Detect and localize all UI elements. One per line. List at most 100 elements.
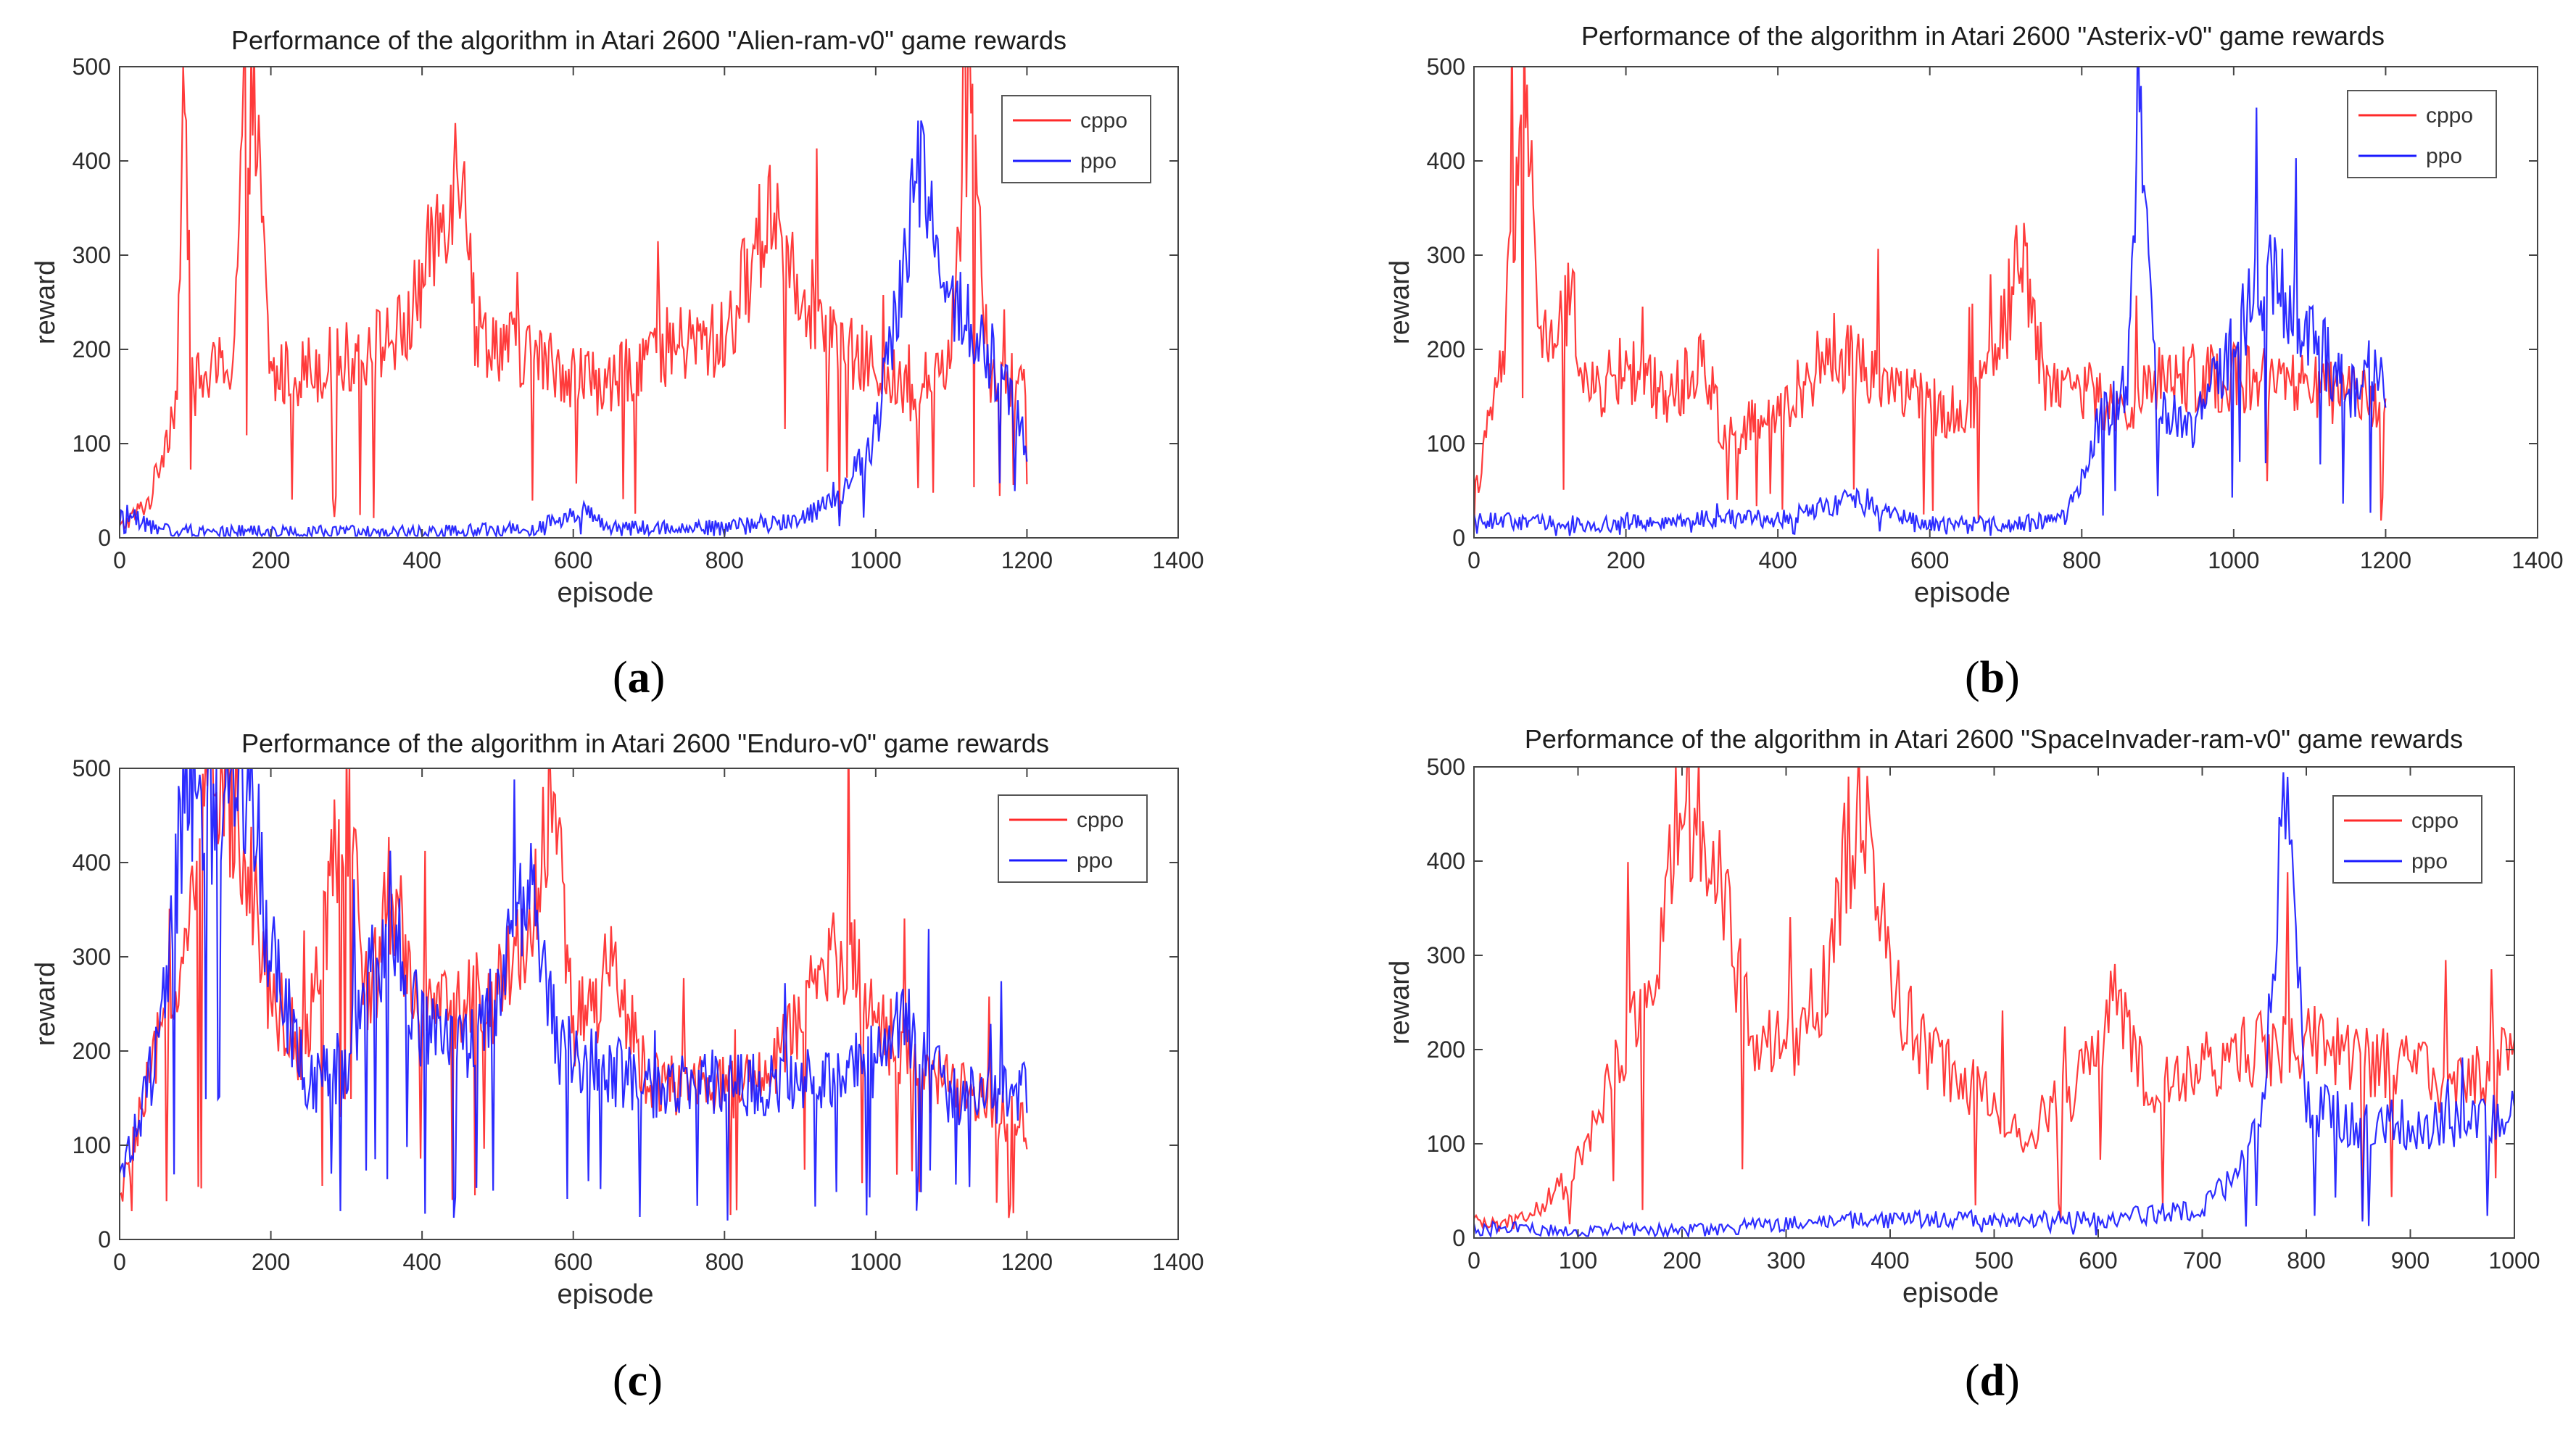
series-line-ppo [120, 768, 1028, 1221]
chart-panel-d: Performance of the algorithm in Atari 26… [1385, 724, 2540, 1405]
series-line-ppo [1474, 772, 2514, 1238]
legend: cppo ppo [998, 794, 1148, 883]
x-tick-label: 400 [1758, 547, 1797, 573]
panel-caption: (a) [613, 653, 665, 702]
y-tick-label: 100 [73, 431, 111, 457]
y-tick-label: 300 [73, 242, 111, 268]
x-tick-label: 0 [1467, 1247, 1480, 1274]
x-tick-label: 600 [554, 1249, 592, 1275]
legend: cppo ppo [1001, 95, 1151, 183]
x-tick-label: 400 [402, 547, 441, 573]
chart-panel-a: Performance of the algorithm in Atari 26… [30, 25, 1204, 702]
x-tick-label: 1000 [850, 547, 901, 573]
x-tick-label: 300 [1767, 1247, 1805, 1274]
x-tick-label: 700 [2183, 1247, 2221, 1274]
y-tick-label: 500 [1427, 54, 1465, 80]
panel-caption: (b) [1965, 653, 2020, 702]
legend-label-cppo: cppo [2426, 104, 2473, 128]
x-tick-label: 600 [2079, 1247, 2117, 1274]
y-tick-label: 200 [73, 336, 111, 362]
y-tick-label: 0 [1452, 1225, 1465, 1251]
x-tick-label: 800 [2287, 1247, 2325, 1274]
legend-label-ppo: ppo [1080, 149, 1117, 173]
panel-caption: (d) [1965, 1356, 2020, 1405]
plot-frame [119, 768, 1179, 1240]
x-tick-label: 600 [1910, 547, 1949, 573]
series-line-cppo [1474, 67, 2387, 533]
chart-title: Performance of the algorithm in Atari 26… [241, 728, 1049, 758]
y-axis-label: reward [30, 260, 61, 344]
x-tick-label: 600 [554, 547, 592, 573]
x-tick-label: 400 [1871, 1247, 1909, 1274]
legend: cppo ppo [2347, 90, 2497, 178]
x-tick-label: 400 [402, 1249, 441, 1275]
y-tick-label: 0 [98, 1226, 111, 1253]
y-tick-label: 400 [73, 148, 111, 174]
legend-label-cppo: cppo [2411, 809, 2459, 833]
y-tick-label: 0 [1452, 525, 1465, 551]
x-tick-label: 200 [252, 547, 290, 573]
y-tick-label: 200 [1427, 1037, 1465, 1063]
x-axis-label: episode [557, 578, 653, 608]
legend-box [1001, 95, 1151, 183]
chart-title: Performance of the algorithm in Atari 26… [231, 25, 1067, 55]
series-line-cppo [120, 768, 1028, 1218]
x-tick-label: 0 [1467, 547, 1480, 573]
x-tick-label: 800 [705, 1249, 744, 1275]
legend-label-ppo: ppo [1077, 849, 1113, 873]
x-tick-label: 900 [2391, 1247, 2430, 1274]
chart-panel-c: Performance of the algorithm in Atari 26… [30, 728, 1204, 1405]
series-line-cppo [1474, 767, 2514, 1232]
y-tick-label: 500 [1427, 754, 1465, 780]
y-axis-label: reward [1385, 960, 1415, 1044]
legend-label-ppo: ppo [2411, 850, 2448, 873]
x-tick-label: 200 [1662, 1247, 1701, 1274]
panel-caption: (c) [613, 1356, 663, 1405]
y-tick-label: 200 [73, 1038, 111, 1064]
x-tick-label: 800 [2063, 547, 2101, 573]
x-tick-label: 500 [1975, 1247, 2013, 1274]
y-tick-label: 400 [1427, 148, 1465, 174]
y-tick-label: 100 [1427, 431, 1465, 457]
x-tick-label: 1400 [1152, 1249, 1204, 1275]
legend-box [2347, 90, 2497, 178]
plot-frame [119, 66, 1179, 539]
x-tick-label: 1200 [1001, 1249, 1053, 1275]
legend-label-ppo: ppo [2426, 144, 2462, 168]
x-tick-label: 1400 [1152, 547, 1204, 573]
chart-title: Performance of the algorithm in Atari 26… [1581, 21, 2385, 51]
y-tick-label: 300 [73, 944, 111, 970]
series-line-ppo [120, 120, 1028, 538]
y-tick-label: 500 [73, 755, 111, 781]
x-axis-label: episode [557, 1279, 653, 1310]
x-tick-label: 0 [113, 547, 126, 573]
y-tick-label: 300 [1427, 242, 1465, 268]
legend-box [998, 794, 1148, 883]
x-axis-label: episode [1902, 1278, 1999, 1308]
legend-box [2332, 795, 2482, 884]
x-tick-label: 1000 [2488, 1247, 2540, 1274]
x-tick-label: 1000 [2208, 547, 2259, 573]
x-axis-label: episode [1914, 578, 2010, 608]
legend-label-cppo: cppo [1077, 808, 1124, 832]
series-line-cppo [120, 67, 1028, 531]
x-tick-label: 1200 [1001, 547, 1053, 573]
x-tick-label: 800 [705, 547, 744, 573]
x-tick-label: 100 [1559, 1247, 1597, 1274]
y-tick-label: 400 [73, 850, 111, 876]
x-tick-label: 1400 [2511, 547, 2563, 573]
y-tick-label: 500 [73, 54, 111, 80]
series-line-ppo [1474, 67, 2387, 536]
x-tick-label: 0 [113, 1249, 126, 1275]
y-tick-label: 200 [1427, 336, 1465, 362]
x-tick-label: 200 [252, 1249, 290, 1275]
chart-title: Performance of the algorithm in Atari 26… [1525, 724, 2463, 754]
chart-panel-b: Performance of the algorithm in Atari 26… [1385, 21, 2564, 702]
y-tick-label: 0 [98, 525, 111, 551]
legend-label-cppo: cppo [1080, 109, 1127, 133]
y-tick-label: 100 [73, 1132, 111, 1158]
legend: cppo ppo [2332, 795, 2482, 884]
x-tick-label: 1200 [2360, 547, 2411, 573]
y-tick-label: 300 [1427, 942, 1465, 968]
